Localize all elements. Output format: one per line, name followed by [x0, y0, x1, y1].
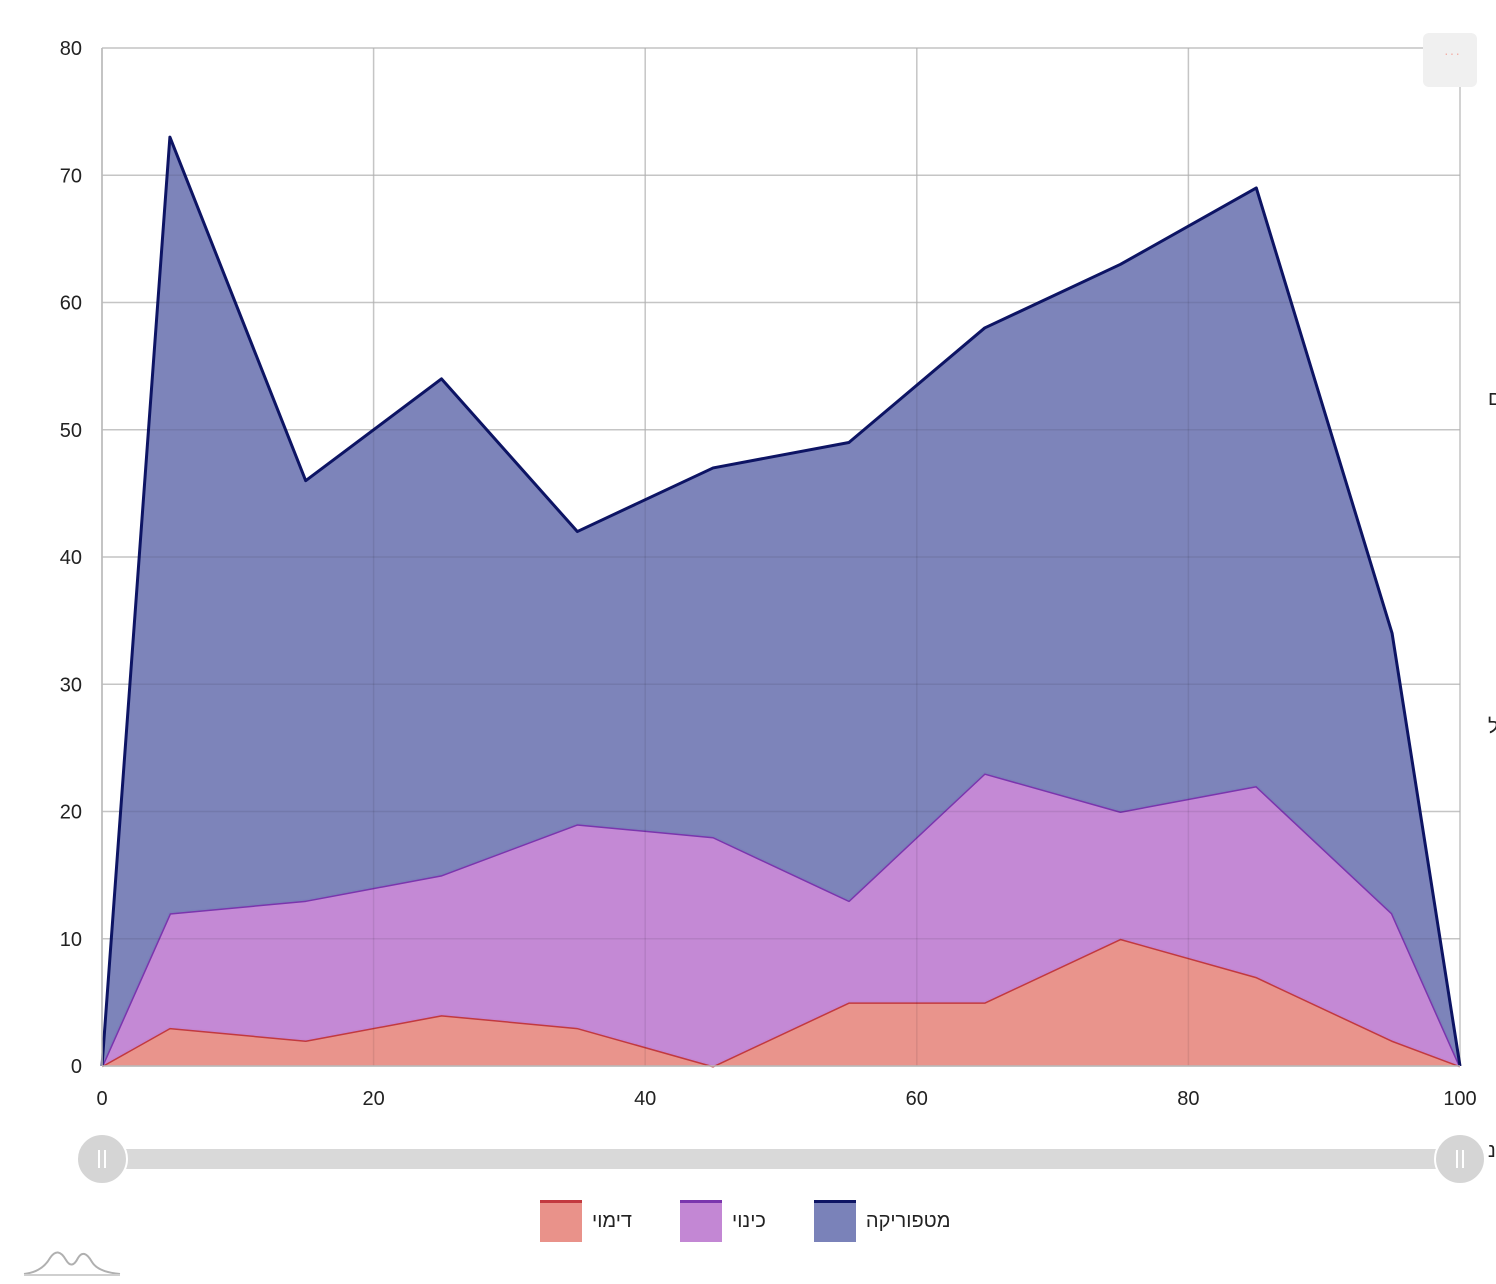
legend: דימוי כינוי מטפוריקה — [540, 1200, 998, 1242]
legend-label: מטפוריקה — [865, 1209, 951, 1232]
axes: 0 10 20 30 40 50 60 70 80 0 20 40 60 80 100 — [60, 38, 1477, 1110]
legend-label: כינוי — [732, 1209, 766, 1232]
chart-menu-button[interactable]: ··· — [1423, 33, 1477, 87]
y-tick-label: 60 — [60, 293, 82, 315]
series-line-2 — [100, 135, 1462, 1067]
menu-dots-icon: ··· — [1444, 45, 1461, 61]
range-scrollbar[interactable] — [76, 1133, 1486, 1185]
series-area-0 — [102, 938, 1460, 1066]
y-tick-label: 70 — [60, 165, 82, 187]
y-tick-label: 30 — [60, 674, 82, 696]
x-tick-label: 40 — [634, 1088, 656, 1110]
legend-swatch — [680, 1200, 723, 1242]
x-tick-label: 0 — [96, 1088, 107, 1110]
scrollbar-track — [102, 1149, 1460, 1169]
chart-logo-icon — [23, 1251, 121, 1276]
x-tick-label: 20 — [362, 1088, 384, 1110]
x-tick-label: 100 — [1443, 1088, 1476, 1110]
cut-off-label: נ — [1488, 1140, 1496, 1162]
y-tick-label: 10 — [60, 929, 82, 951]
cut-off-label: ל — [1488, 716, 1496, 738]
legend-label: דימוי — [592, 1209, 633, 1232]
legend-item-kinui[interactable]: כינוי — [680, 1200, 766, 1242]
series-areas — [100, 47, 1462, 1068]
y-tick-label: 80 — [60, 38, 82, 60]
legend-item-metaforika[interactable]: מטפוריקה — [813, 1200, 951, 1242]
x-tick-label: 80 — [1177, 1088, 1199, 1110]
legend-swatch — [540, 1200, 582, 1242]
series-area-1 — [102, 773, 1460, 1066]
y-tick-label: 50 — [60, 420, 82, 442]
scrollbar-grip-start — [76, 1133, 128, 1185]
y-tick-label: 40 — [60, 547, 82, 569]
series-area-2 — [102, 137, 1460, 1066]
y-tick-label: 0 — [71, 1056, 82, 1078]
x-tick-label: 60 — [906, 1088, 928, 1110]
legend-item-dimui[interactable]: דימוי — [540, 1200, 632, 1242]
scrollbar-grip-end — [1434, 1133, 1486, 1185]
legend-swatch — [813, 1200, 856, 1242]
cut-off-label: ם — [1488, 388, 1496, 410]
y-tick-label: 20 — [60, 802, 82, 824]
